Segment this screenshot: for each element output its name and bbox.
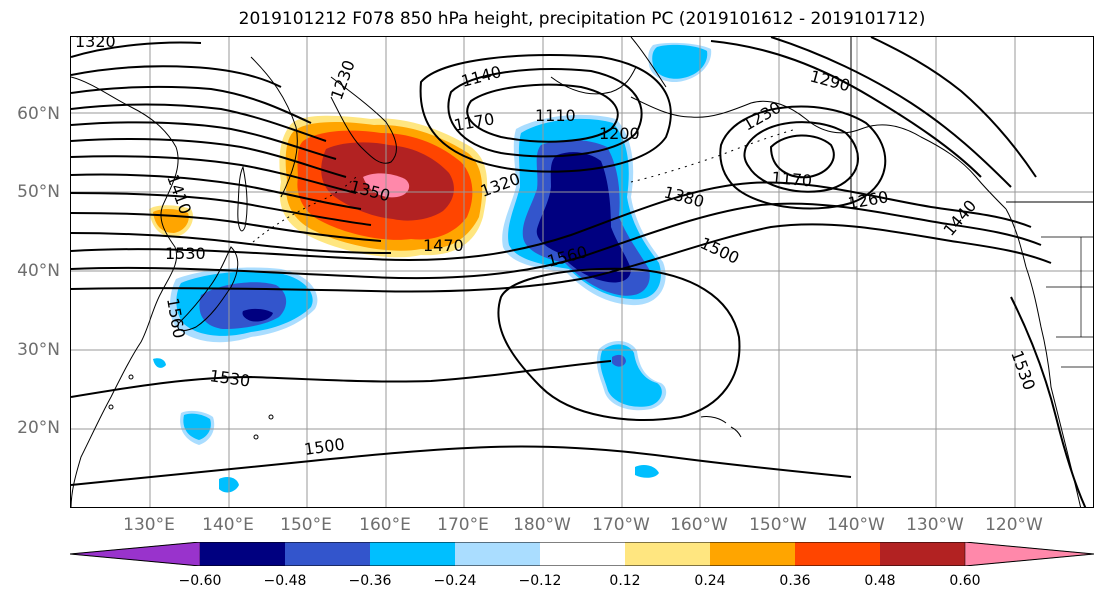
contour-label: 1500 [303, 434, 346, 458]
lon-label-160w: 160°W [670, 515, 728, 535]
contour-label: 1110 [535, 106, 576, 125]
precip-neg-spot-1b [183, 413, 211, 440]
colorbar-tick: 0.36 [779, 573, 811, 589]
precip-neg-central-0.48 [536, 152, 631, 283]
precip-neg-japan-0.48 [242, 308, 273, 322]
lon-label-160e: 160°E [359, 515, 411, 535]
colorbar-svg [69, 541, 1095, 567]
lon-label-180w: 180°W [513, 515, 571, 535]
contour-label: 1470 [423, 236, 464, 255]
height-contours [71, 37, 1087, 507]
colorbar-seg-1 [200, 542, 285, 566]
map-svg: 1320 1230 1140 1110 1170 1200 1290 1230 … [71, 37, 1093, 507]
colorbar-tick: −0.12 [518, 573, 562, 589]
colorbar-seg-10 [964, 541, 1095, 567]
precip-neg-spot-4 [153, 358, 166, 368]
precip-shading [149, 42, 712, 493]
colorbar-tick: 0.60 [949, 573, 981, 589]
lon-label-150w: 150°W [749, 515, 807, 535]
lat-label-60n: 60°N [17, 104, 60, 124]
contour-label: 1530 [1007, 348, 1039, 393]
contour-label: 1230 [740, 98, 785, 135]
lon-label-170e: 170°E [437, 515, 489, 535]
colorbar-seg-4 [455, 542, 540, 566]
contour-label: 1320 [75, 37, 116, 51]
contour-label: 1500 [697, 233, 742, 267]
map-panel: 1320 1230 1140 1110 1170 1200 1290 1230 … [70, 36, 1094, 508]
map-title: 2019101212 F078 850 hPa height, precipit… [238, 9, 926, 29]
lon-label-170w: 170°W [592, 515, 650, 535]
colorbar-tick: 0.48 [864, 573, 896, 589]
precip-neg-north-0.24 [652, 44, 708, 79]
colorbar-tick: 0.12 [609, 573, 641, 589]
contour-label: 1170 [771, 168, 813, 190]
contour-label: 1230 [327, 58, 359, 103]
colorbar-tick: −0.60 [178, 573, 222, 589]
lon-label-150e: 150°E [280, 515, 332, 535]
lon-label-140e: 140°E [202, 515, 254, 535]
lon-label-130w: 130°W [906, 515, 964, 535]
contour-label: 1440 [940, 196, 981, 239]
colorbar-tick: −0.36 [348, 573, 392, 589]
colorbar-tick: −0.48 [263, 573, 307, 589]
lat-label-50n: 50°N [17, 182, 60, 202]
colorbar-tick: 0.24 [694, 573, 726, 589]
precip-neg-spot-3 [635, 465, 659, 478]
lat-label-40n: 40°N [17, 261, 60, 281]
colorbar-seg-3 [370, 542, 455, 566]
colorbar [69, 541, 1095, 570]
contour-label: 1530 [208, 366, 251, 390]
colorbar-seg-7 [710, 542, 795, 566]
contour-label: 1200 [599, 124, 640, 143]
lon-label-120w: 120°W [985, 515, 1043, 535]
colorbar-seg-2 [285, 542, 370, 566]
contour-label: 1140 [459, 62, 503, 91]
coastlines [71, 37, 1093, 507]
contour-label: 1290 [808, 67, 852, 96]
colorbar-tick: −0.24 [433, 573, 477, 589]
lat-label-20n: 20°N [17, 418, 60, 438]
lat-label-30n: 30°N [17, 340, 60, 360]
colorbar-seg-9 [880, 542, 965, 566]
colorbar-seg-8 [795, 542, 880, 566]
contour-label: 1530 [165, 244, 206, 263]
colorbar-seg-6 [625, 542, 710, 566]
colorbar-seg-0 [69, 541, 201, 567]
lon-label-130e: 130°E [123, 515, 175, 535]
lon-label-140w: 140°W [827, 515, 885, 535]
colorbar-seg-5 [540, 542, 625, 566]
